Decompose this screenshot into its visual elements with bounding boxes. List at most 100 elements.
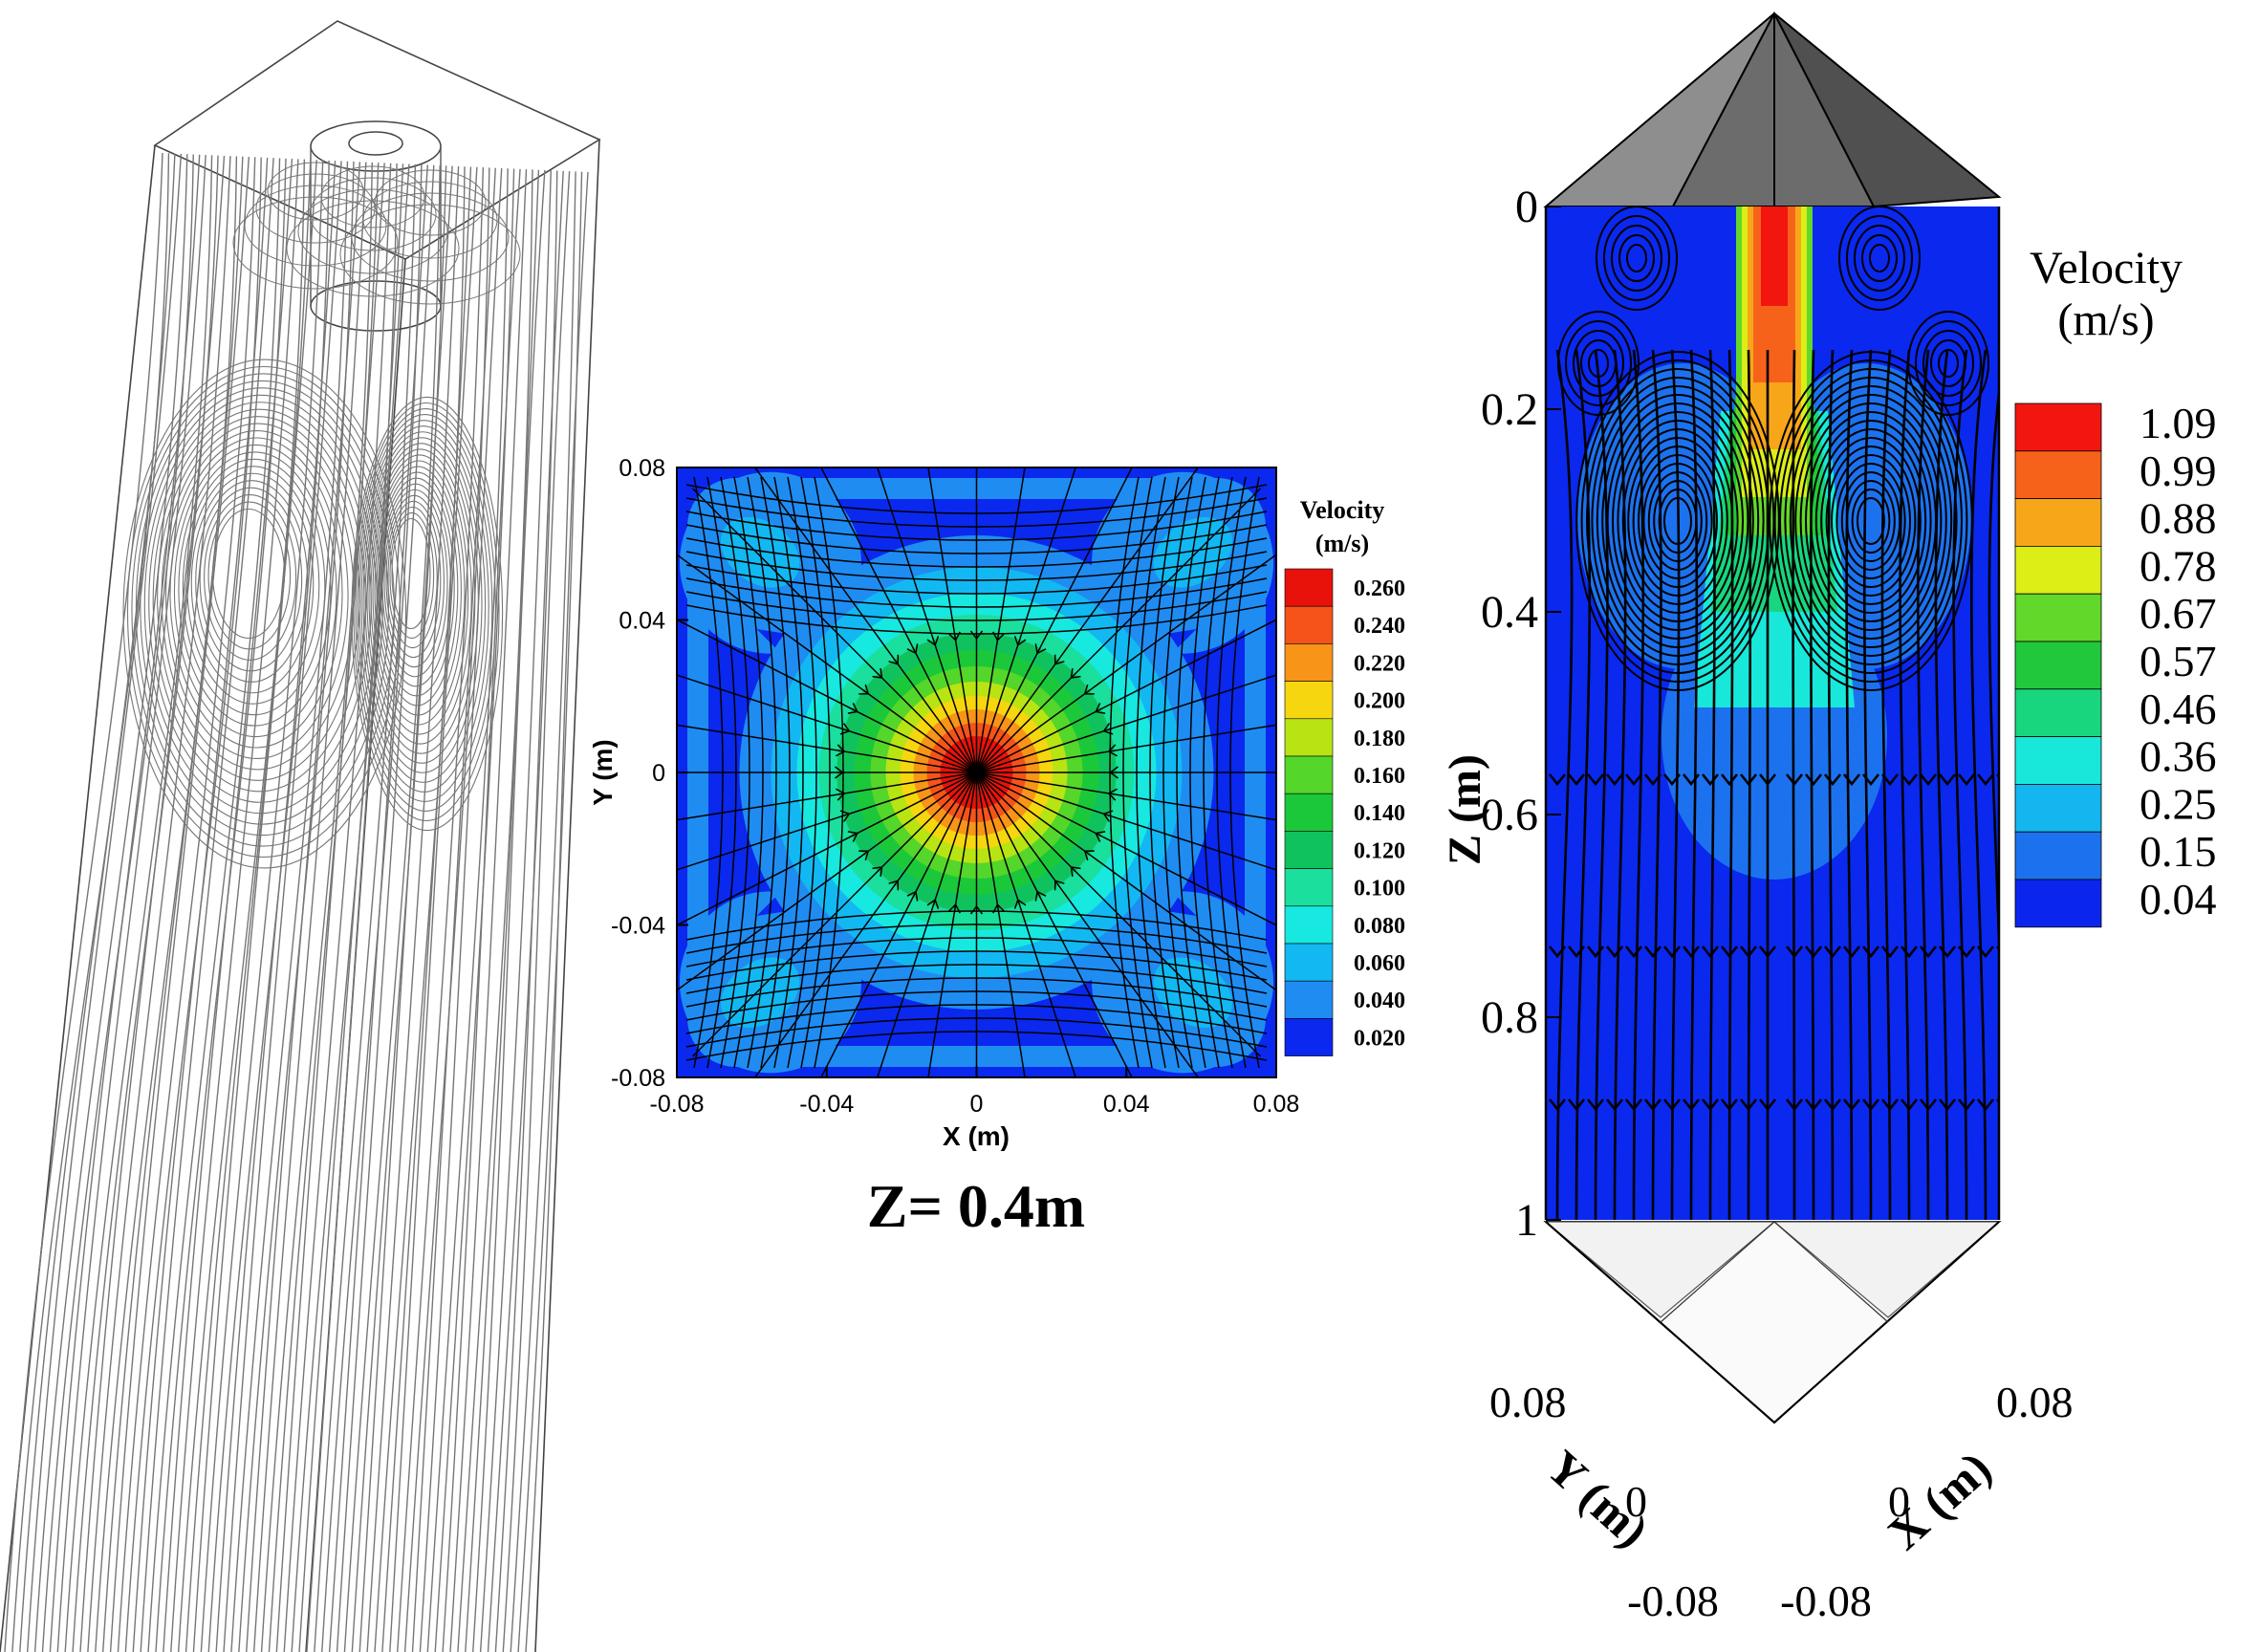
slice-wall-streamline (685, 537, 1268, 568)
grey-streamline (381, 166, 472, 1652)
grey-vortex-ring (364, 437, 479, 764)
slice-streamline (820, 467, 978, 773)
column-arrow (1739, 946, 1758, 959)
column-arrow (1976, 946, 1995, 959)
grey-vortex-ring (383, 494, 445, 668)
legend-label: 0.020 (1354, 1026, 1405, 1051)
slice-streamlines (677, 467, 1276, 1077)
column-arrow (1567, 773, 1586, 787)
slice-wall-streamline (685, 964, 1268, 994)
legend-swatch (2014, 641, 2102, 690)
legend-label: 0.160 (1354, 764, 1405, 789)
column-arrow (1720, 773, 1739, 787)
grey-streamline (41, 154, 194, 1652)
column-arrow (1662, 1098, 1682, 1112)
slice-streamline (877, 772, 978, 1077)
legend-label: 0.04 (2140, 875, 2217, 924)
roof-right-face (1773, 12, 2002, 208)
legend-swatch (1284, 980, 1334, 1019)
grey-streamline (56, 154, 206, 1652)
column-arrow (1586, 1098, 1605, 1112)
slice-legend-unit: (m/s) (1315, 530, 1369, 557)
column-top-vortex (1846, 215, 1913, 301)
legend-label: 0.200 (1354, 689, 1405, 714)
column-arrow (1720, 1098, 1739, 1112)
column-vortex-ring (1642, 463, 1713, 579)
grey-streamline (457, 169, 533, 1652)
slice-arrow (992, 903, 1006, 914)
column-arrow (1976, 1098, 1995, 1112)
grey-streamline (397, 167, 485, 1652)
slice-arrow (888, 654, 900, 665)
column-arrow (1919, 946, 1938, 959)
grey-vortex-ring (211, 508, 286, 640)
grey-streamline (358, 165, 453, 1652)
slice-x-label: X (m) (943, 1121, 1010, 1151)
legend-label: 0.180 (1354, 727, 1405, 751)
grey-streamline (64, 155, 213, 1652)
grey-streamline (4, 152, 163, 1652)
column-arrow (1957, 773, 1976, 787)
column-arrow (1919, 1098, 1938, 1112)
column-vortex-ring (1835, 463, 1906, 579)
slice-legend: 0.260 0.240 0.220 0.200 0.180 0.160 0.140 0.120… (1284, 568, 1405, 1056)
column-top-vortex (1930, 339, 1966, 387)
column-top-vortex (1573, 330, 1624, 397)
legend-label: 0.140 (1354, 801, 1405, 826)
slice-wall-streamline (685, 990, 1268, 1021)
column-vortex-ring (1831, 454, 1911, 588)
column-arrow (1586, 946, 1605, 959)
grey-streamline (343, 165, 441, 1652)
column-arrow (1567, 1098, 1586, 1112)
column-top-vortex (1603, 215, 1670, 301)
slice-streamline (677, 772, 977, 821)
slice-wall-streamline (1162, 476, 1193, 1069)
column-vortex-ring (1851, 489, 1891, 554)
column-arrow (1804, 773, 1823, 787)
grey-streamline (215, 161, 337, 1652)
column-top-vortex (1838, 206, 1921, 311)
grey-swirl (255, 173, 376, 244)
column-streamline (1594, 349, 1609, 1220)
legend-label: 0.67 (2140, 589, 2217, 638)
grey-vortex-ring (362, 431, 483, 773)
column-streamline (1969, 349, 1987, 1220)
x-tick-label: 0.04 (1103, 1091, 1150, 1118)
grey-vortex-ring (389, 511, 435, 640)
slice-streamline (975, 467, 1076, 773)
grey-streamline (426, 168, 509, 1652)
column-arrow (1662, 946, 1682, 959)
slice-wall-streamline (685, 1031, 1268, 1061)
grey-streamline (374, 166, 466, 1652)
slice-streamline (677, 724, 977, 773)
column-arrow (1861, 773, 1880, 787)
y-tick-label: 0.08 (619, 455, 665, 482)
grey-streamline (117, 157, 256, 1652)
slice-streamline (753, 772, 978, 1077)
grey-streamline (298, 163, 404, 1652)
grey-vortex-ring (385, 500, 442, 659)
grey-streamline (351, 165, 447, 1652)
slice-streamline (976, 554, 1276, 773)
grey-streamline (33, 154, 188, 1652)
slice-arrow (1013, 636, 1027, 647)
column-vortex-ring (1658, 489, 1698, 554)
grey-vortex-ring (360, 425, 487, 783)
legend-swatch (2014, 784, 2102, 833)
column-streamline (1845, 349, 1854, 1220)
slice-streamline (975, 772, 1133, 1077)
grey-vortex-ring (370, 454, 469, 735)
column-arrow (1880, 1098, 1900, 1112)
column-top-vortex (1580, 339, 1617, 387)
grey-streamline (283, 163, 392, 1652)
grey-vortex-ring (380, 483, 452, 687)
legend-swatch (2014, 402, 2102, 452)
column-top-vortex (1626, 244, 1647, 272)
grey-vortex-ring (357, 414, 493, 802)
column-streamline (1613, 349, 1627, 1220)
slice-arrow (836, 788, 846, 801)
slice-arrow (947, 903, 961, 914)
slice-streamline (877, 467, 978, 773)
slice-wall-streamline (685, 577, 1268, 608)
slice-arrow (906, 643, 919, 655)
